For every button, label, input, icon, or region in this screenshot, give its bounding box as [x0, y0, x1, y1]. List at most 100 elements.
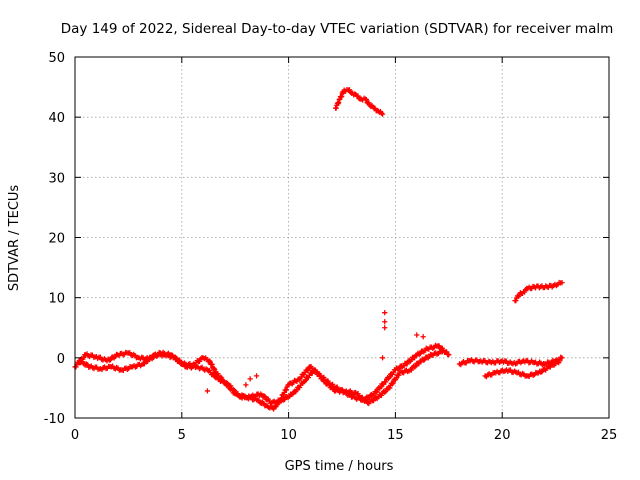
data-point	[390, 369, 397, 375]
data-point	[347, 89, 354, 95]
data-point	[513, 298, 519, 304]
data-point	[557, 280, 564, 286]
data-point	[417, 359, 423, 365]
data-point	[262, 394, 268, 400]
series-upper-right-arc	[512, 279, 565, 304]
data-point	[243, 382, 249, 388]
data-point	[386, 374, 393, 380]
data-point	[298, 374, 304, 380]
y-tick-label: 40	[48, 111, 65, 126]
data-point	[346, 87, 353, 93]
chart-title: Day 149 of 2022, Sidereal Day-to-day VTE…	[61, 21, 614, 37]
data-point	[213, 375, 219, 381]
data-point	[283, 387, 290, 393]
data-point	[404, 361, 410, 367]
y-tick-label: 20	[48, 232, 65, 247]
data-point	[436, 343, 442, 349]
data-point	[396, 372, 402, 378]
axis-ticks	[74, 56, 610, 419]
data-point	[383, 379, 389, 385]
data-point	[309, 370, 315, 376]
data-point	[382, 389, 388, 395]
y-tick-label: 0	[57, 352, 65, 367]
x-tick-label: 25	[601, 428, 618, 443]
y-tick-label: 30	[48, 171, 65, 186]
data-point	[329, 384, 335, 390]
y-axis-label: SDTVAR / TECUs	[7, 185, 22, 292]
data-point	[515, 293, 522, 300]
data-point	[352, 91, 358, 97]
y-tick-label: 50	[48, 51, 65, 66]
data-point	[408, 357, 415, 363]
data-point	[228, 383, 234, 389]
series-isolated-points	[204, 310, 426, 394]
tick-labels: 0 5 10 15 20 25 -10 0 10 20 30 40 50	[44, 51, 618, 443]
grid	[75, 57, 609, 418]
series-band-B	[76, 348, 445, 407]
x-tick-label: 0	[71, 428, 79, 443]
data-point	[266, 398, 272, 404]
data-point	[374, 389, 380, 395]
data-point	[181, 361, 187, 367]
data-point	[366, 100, 372, 106]
data-point	[149, 355, 155, 361]
x-tick-label: 5	[178, 428, 186, 443]
data-point	[522, 289, 528, 295]
data-point	[406, 368, 412, 374]
data-point	[382, 310, 388, 316]
data-point	[359, 394, 365, 400]
data-point	[423, 345, 429, 351]
data-point	[232, 387, 238, 394]
data-point	[382, 319, 388, 325]
data-point	[301, 372, 307, 378]
data-point	[379, 355, 386, 361]
data-point	[413, 363, 419, 369]
data-point	[363, 96, 369, 103]
data-point	[253, 373, 260, 379]
data-point	[378, 110, 385, 116]
data-point	[204, 388, 211, 394]
data-point	[374, 395, 380, 402]
series-evening-lower-band	[482, 358, 563, 380]
data-point	[378, 392, 385, 398]
x-tick-label: 15	[387, 428, 404, 443]
data-point	[357, 96, 363, 102]
data-point	[390, 380, 396, 386]
data-point	[412, 364, 418, 370]
data-point	[476, 358, 483, 365]
data-point	[370, 393, 376, 399]
data-point	[420, 334, 426, 340]
x-axis-label: GPS time / hours	[285, 459, 394, 474]
data-point	[182, 364, 188, 370]
data-point	[320, 376, 326, 382]
data-point	[393, 375, 399, 381]
data-point	[294, 387, 300, 393]
y-tick-label: 10	[48, 292, 65, 307]
data-point	[382, 325, 388, 331]
data-point	[305, 367, 311, 373]
data-point	[508, 360, 515, 366]
data-point	[414, 332, 420, 338]
x-tick-label: 20	[494, 428, 511, 443]
data-point	[378, 384, 384, 390]
data-point	[141, 361, 148, 367]
data-point	[81, 354, 87, 361]
data-point	[362, 397, 369, 403]
data-point	[389, 381, 395, 387]
y-tick-label: -10	[44, 412, 65, 427]
x-tick-label: 10	[280, 428, 297, 443]
data-point	[438, 349, 444, 355]
data-point	[408, 367, 415, 373]
data-point	[466, 357, 472, 364]
data-point	[379, 111, 386, 117]
data-point	[348, 394, 355, 400]
data-point	[556, 360, 562, 366]
data-point	[445, 351, 451, 357]
data-points	[72, 86, 565, 412]
data-point	[211, 371, 217, 377]
data-point	[73, 364, 79, 370]
data-point	[355, 93, 361, 99]
data-point	[302, 377, 309, 383]
series-high-arc	[332, 86, 386, 117]
